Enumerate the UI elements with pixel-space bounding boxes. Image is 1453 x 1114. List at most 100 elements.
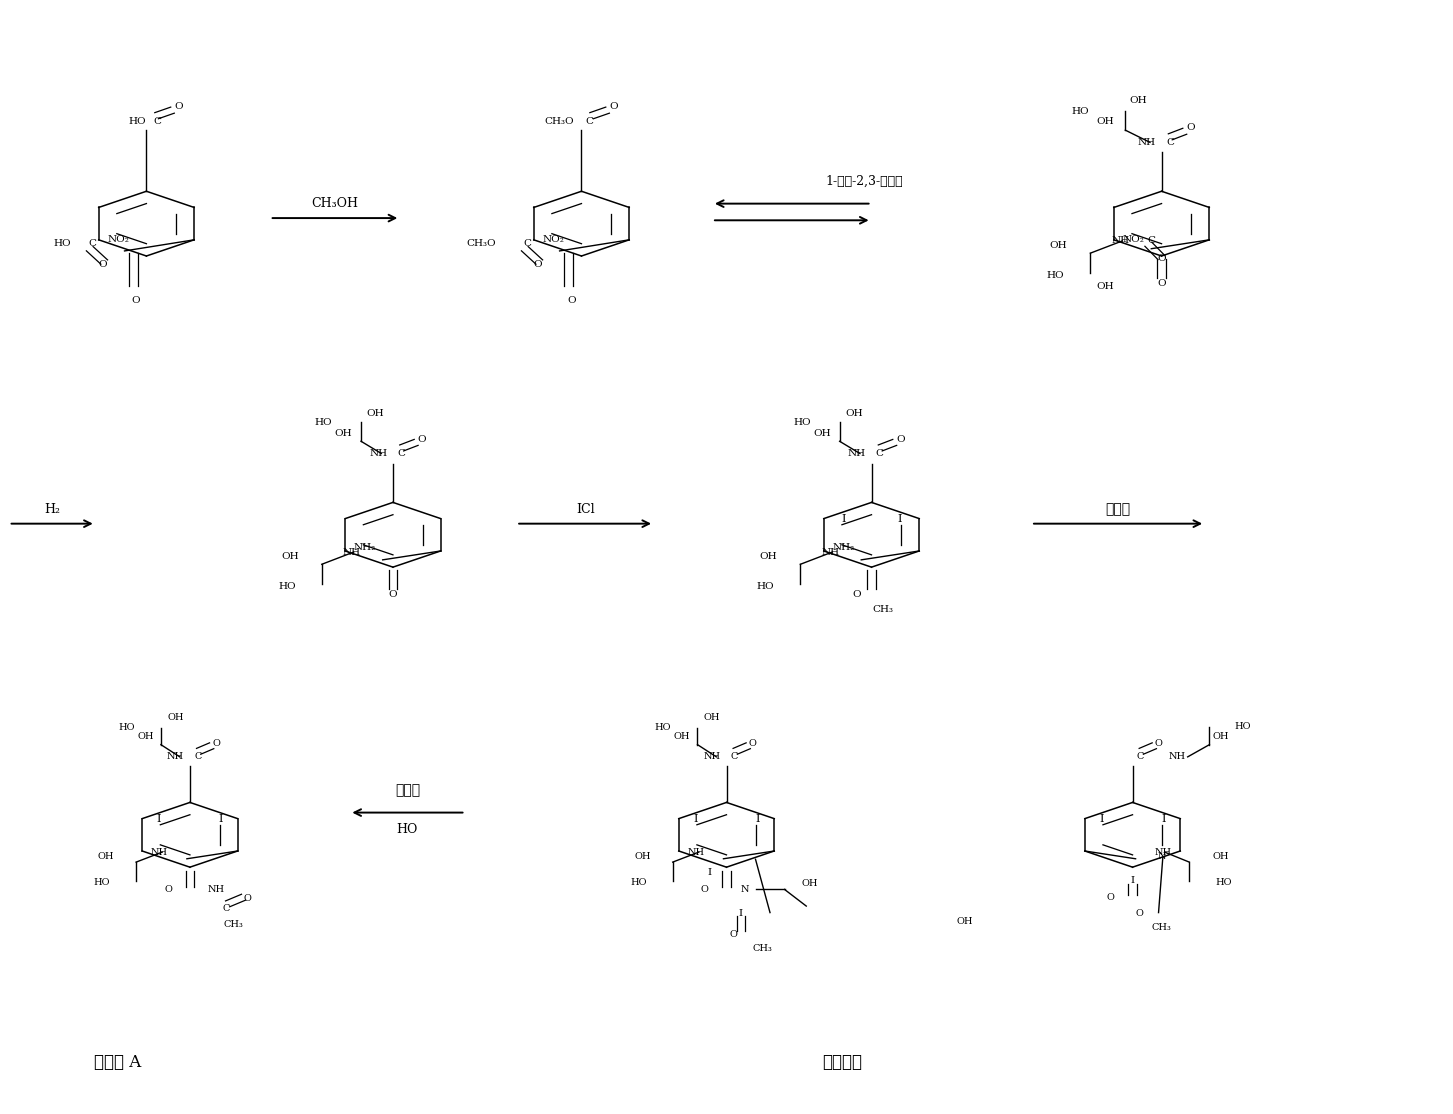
Text: NH₂: NH₂ [355,544,376,553]
Text: HO: HO [54,238,71,247]
Text: O: O [1186,124,1194,133]
Text: O: O [533,260,542,268]
Text: C: C [1136,752,1145,761]
Text: OH: OH [1096,282,1113,291]
Text: OH: OH [366,409,385,418]
Text: NH: NH [343,548,360,557]
Text: CH₃: CH₃ [1152,922,1171,931]
Text: NH: NH [167,752,185,761]
Text: HO: HO [655,723,671,733]
Text: I: I [740,909,742,918]
Text: NH: NH [208,885,224,893]
Text: OH: OH [956,917,972,926]
Text: CH₃: CH₃ [753,944,773,952]
Text: O: O [748,739,757,747]
Text: NO₂: NO₂ [108,235,129,244]
Text: OH: OH [814,429,831,438]
Text: O: O [1157,254,1165,263]
Text: HO: HO [793,418,811,427]
Text: I: I [841,514,846,524]
Text: O: O [212,739,219,747]
Text: OH: OH [703,713,721,723]
Text: I: I [693,813,697,823]
Text: HO: HO [1071,107,1090,116]
Text: CH₃: CH₃ [224,920,243,929]
Text: O: O [1155,739,1162,747]
Text: O: O [1107,892,1114,901]
Text: HO: HO [129,117,147,126]
Text: I: I [157,813,161,823]
Text: HO: HO [314,418,333,427]
Text: OH: OH [846,409,863,418]
Text: NH: NH [703,752,721,761]
Text: 碍克沙醇: 碍克沙醇 [822,1054,863,1071]
Text: HO: HO [118,723,135,733]
Text: NH: NH [821,548,840,557]
Text: HO: HO [631,878,647,887]
Text: O: O [567,296,575,305]
Text: HO: HO [1215,878,1232,887]
Text: O: O [1136,909,1144,918]
Text: OH: OH [1096,117,1113,126]
Text: OH: OH [1049,241,1067,250]
Text: I: I [708,868,712,877]
Text: NH: NH [1168,752,1186,761]
Text: OH: OH [760,553,777,561]
Text: HO: HO [1234,722,1251,732]
Text: NH: NH [1155,848,1171,857]
Text: OH: OH [280,553,298,561]
Text: C: C [876,449,883,458]
Text: OH: OH [334,429,352,438]
Text: HO: HO [757,582,774,592]
Text: HO: HO [93,878,110,887]
Text: OH: OH [674,732,690,742]
Text: OH: OH [1212,732,1229,742]
Text: OH: OH [167,713,183,723]
Text: O: O [700,885,709,893]
Text: O: O [853,590,862,599]
Text: NH: NH [1112,236,1129,245]
Text: O: O [132,296,141,305]
Text: NH: NH [151,848,169,857]
Text: O: O [897,434,905,443]
Text: CH₃: CH₃ [873,605,894,614]
Text: HO: HO [397,823,418,836]
Text: O: O [99,260,108,268]
Text: C: C [1165,138,1174,147]
Text: I: I [1130,876,1135,885]
Text: OH: OH [802,879,818,888]
Text: HO: HO [1046,271,1064,280]
Text: O: O [1157,280,1165,289]
Text: I: I [756,813,760,823]
Text: OH: OH [1212,852,1229,861]
Text: C: C [523,238,532,247]
Text: C: C [397,449,405,458]
Text: C: C [1146,236,1155,245]
Text: C: C [89,238,96,247]
Text: O: O [388,590,397,599]
Text: 化合物 A: 化合物 A [94,1054,141,1071]
Text: N: N [741,885,750,893]
Text: NO₂: NO₂ [1123,235,1145,244]
Text: N: N [1157,852,1165,861]
Text: C: C [731,752,738,761]
Text: I: I [1161,813,1165,823]
Text: C: C [222,903,230,912]
Text: NH: NH [687,848,705,857]
Text: C: C [154,117,161,126]
Text: HO: HO [278,582,295,592]
Text: 1-氨基-2,3-丙二醇: 1-氨基-2,3-丙二醇 [825,175,904,188]
Text: I: I [218,813,224,823]
Text: NH: NH [1138,138,1155,147]
Text: OH: OH [97,852,115,861]
Text: NH₂: NH₂ [833,544,854,553]
Text: CH₃OH: CH₃OH [311,197,359,211]
Text: 表氯醇: 表氯醇 [395,783,420,798]
Text: O: O [164,885,171,893]
Text: OH: OH [1129,96,1148,105]
Text: C: C [586,117,594,126]
Text: O: O [244,893,251,902]
Text: O: O [609,102,618,111]
Text: O: O [174,102,183,111]
Text: CH₃O: CH₃O [545,117,574,126]
